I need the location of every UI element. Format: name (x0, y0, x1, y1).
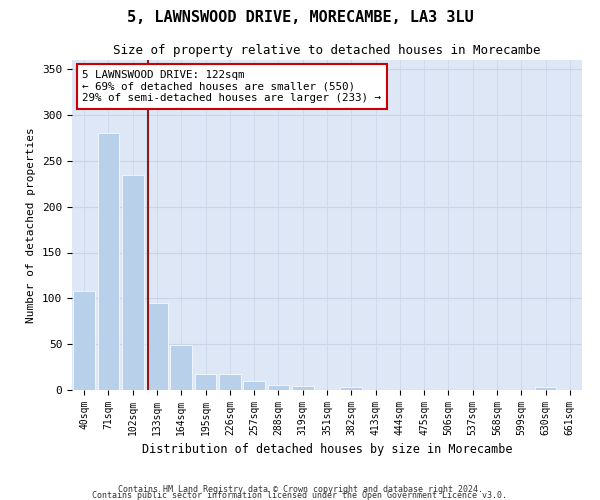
Y-axis label: Number of detached properties: Number of detached properties (26, 127, 37, 323)
Bar (146, 303, 168, 390)
Bar (219, 374, 241, 390)
Text: Contains HM Land Registry data © Crown copyright and database right 2024.: Contains HM Land Registry data © Crown c… (118, 484, 482, 494)
Bar (97, 134, 119, 390)
Bar (194, 374, 217, 390)
Text: 5, LAWNSWOOD DRIVE, MORECAMBE, LA3 3LU: 5, LAWNSWOOD DRIVE, MORECAMBE, LA3 3LU (127, 10, 473, 25)
Bar (292, 386, 314, 390)
Bar (170, 345, 192, 390)
Bar (535, 387, 556, 390)
Text: 5 LAWNSWOOD DRIVE: 122sqm
← 69% of detached houses are smaller (550)
29% of semi: 5 LAWNSWOOD DRIVE: 122sqm ← 69% of detac… (82, 70, 381, 103)
Bar (122, 174, 143, 390)
Title: Size of property relative to detached houses in Morecambe: Size of property relative to detached ho… (113, 44, 541, 58)
Bar (340, 387, 362, 390)
Bar (73, 291, 95, 390)
Text: Contains public sector information licensed under the Open Government Licence v3: Contains public sector information licen… (92, 491, 508, 500)
Bar (243, 381, 265, 390)
X-axis label: Distribution of detached houses by size in Morecambe: Distribution of detached houses by size … (142, 444, 512, 456)
Bar (268, 386, 289, 390)
